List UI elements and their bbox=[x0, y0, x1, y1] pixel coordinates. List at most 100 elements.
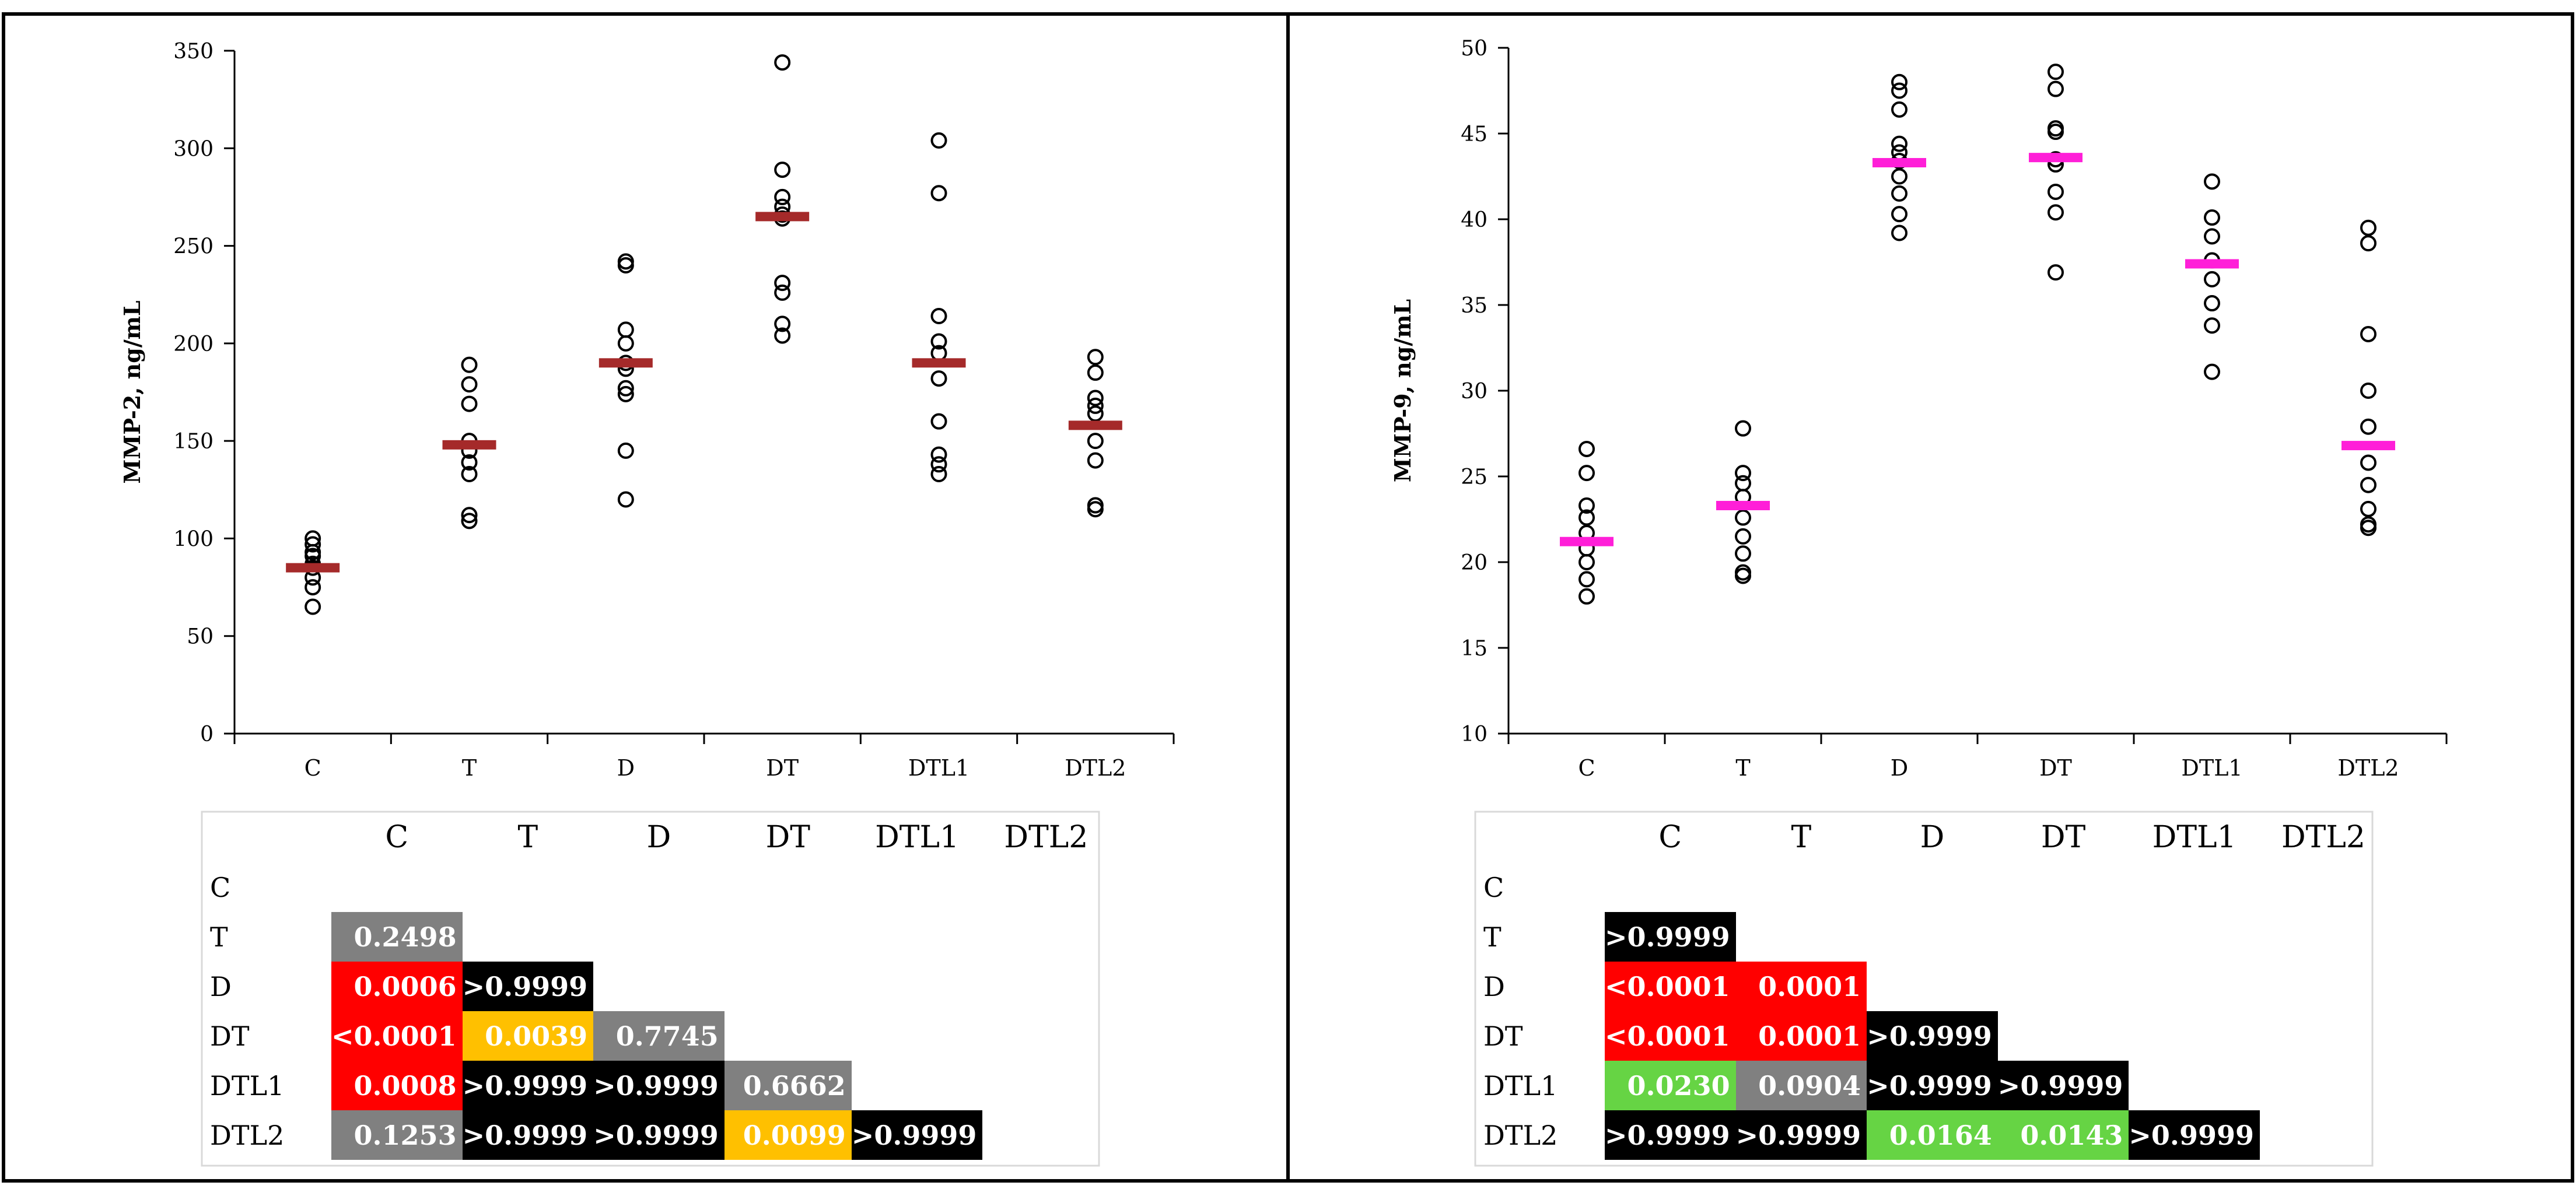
pvalue-col-header: DTL2 bbox=[1004, 819, 1088, 855]
pvalue-col-header: T bbox=[1791, 819, 1812, 855]
mmp2-y-tick-label: 300 bbox=[173, 137, 214, 161]
mmp2-point-dtl1 bbox=[930, 308, 947, 325]
mmp2-mean-bar-dtl2 bbox=[1068, 420, 1122, 430]
mmp9-point-dt bbox=[2048, 264, 2064, 281]
mmp9-mean-bar-dtl1 bbox=[2185, 259, 2239, 269]
pvalue-row-label: D bbox=[1483, 970, 1505, 1002]
mmp9-point-dtl1 bbox=[2204, 317, 2220, 334]
pvalue-cell: >0.9999 bbox=[462, 1110, 594, 1160]
mmp2-mean-bar-t bbox=[442, 440, 496, 450]
mmp2-point-dtl2 bbox=[1087, 501, 1104, 518]
mmp2-point-d bbox=[617, 380, 634, 397]
pvalue-cell: <0.0001 bbox=[1605, 962, 1736, 1011]
pvalue-empty-cell bbox=[1998, 962, 2129, 1011]
mmp2-point-d bbox=[617, 257, 634, 274]
mmp9-point-c bbox=[1578, 440, 1595, 457]
mmp2-y-tick-label: 250 bbox=[173, 235, 214, 259]
mmp9-y-tick-label: 15 bbox=[1461, 637, 1488, 661]
mmp2-point-dtl1 bbox=[930, 413, 947, 430]
mmp2-y-tick-label: 100 bbox=[173, 527, 214, 551]
pvalue-cell: >0.9999 bbox=[2129, 1110, 2260, 1160]
pvalue-cell: >0.9999 bbox=[1735, 1110, 1867, 1160]
mmp9-point-c bbox=[1578, 497, 1595, 514]
mmp2-point-dtl2 bbox=[1087, 390, 1104, 406]
mmp9-point-dtl1 bbox=[2204, 228, 2220, 245]
pvalue-cell: 0.0143 bbox=[1997, 1110, 2129, 1160]
mmp9-point-dtl1 bbox=[2204, 271, 2220, 287]
pvalue-empty-cell bbox=[1998, 912, 2129, 962]
pvalue-cell: >0.9999 bbox=[1997, 1061, 2129, 1110]
mmp2-point-t bbox=[461, 466, 478, 483]
pvalue-empty-cell bbox=[2129, 1011, 2260, 1061]
pvalue-col-header: DTL2 bbox=[2281, 819, 2365, 855]
mmp2-mean-bar-dtl1 bbox=[912, 358, 966, 368]
mmp9-point-d bbox=[1891, 101, 1908, 118]
mmp2-point-d bbox=[617, 491, 634, 508]
mmp9-x-label-dtl2: DTL2 bbox=[2337, 755, 2399, 781]
mmp2-point-dt bbox=[774, 284, 791, 301]
pvalue-empty-cell bbox=[2260, 912, 2387, 962]
mmp9-point-d bbox=[1891, 82, 1908, 99]
mmp9-point-dtl2 bbox=[2360, 500, 2376, 517]
mmp9-point-dtl2 bbox=[2360, 325, 2376, 342]
pvalue-row: DTL1 0.0008 >0.9999 >0.9999 0.6662 bbox=[204, 1061, 1110, 1110]
pvalue-empty-cell bbox=[2260, 862, 2387, 912]
pvalue-empty-cell bbox=[463, 912, 594, 962]
pvalue-col-header: T bbox=[517, 819, 538, 855]
pvalue-row: T 0.2498 bbox=[204, 912, 1110, 962]
mmp2-point-dtl2 bbox=[1087, 405, 1104, 422]
mmp2-x-label-dtl2: DTL2 bbox=[1065, 755, 1126, 781]
pvalue-row-label: DT bbox=[1483, 1020, 1523, 1052]
mmp9-point-t bbox=[1735, 528, 1751, 545]
mmp9-point-d bbox=[1891, 168, 1908, 185]
pvalue-row-label: C bbox=[210, 871, 231, 903]
pvalue-row: D 0.0006 >0.9999 bbox=[204, 962, 1110, 1011]
mmp9-y-tick-label: 25 bbox=[1461, 465, 1488, 489]
mmp9-y-tick-label: 30 bbox=[1461, 380, 1488, 404]
mmp2-point-c bbox=[304, 548, 321, 564]
mmp2-point-t bbox=[461, 513, 478, 529]
mmp9-point-d bbox=[1891, 225, 1908, 241]
pvalue-empty-cell bbox=[982, 1110, 1110, 1160]
mmp9-point-dtl1 bbox=[2204, 295, 2220, 312]
pvalue-row-label: T bbox=[1483, 921, 1502, 953]
pvalue-empty-cell bbox=[982, 1011, 1110, 1061]
mmp2-mean-bar-c bbox=[286, 563, 340, 573]
mmp9-point-dt bbox=[2048, 183, 2064, 200]
mmp9-point-d bbox=[1891, 135, 1908, 152]
pvalue-row: DT <0.0001 0.0001 >0.9999 bbox=[1478, 1011, 2387, 1061]
mmp9-point-dtl2 bbox=[2360, 418, 2376, 435]
pvalue-cell: 0.6662 bbox=[724, 1061, 852, 1110]
pvalue-cell: >0.9999 bbox=[1605, 1110, 1736, 1160]
mmp2-point-dt bbox=[774, 315, 791, 332]
pvalue-empty-cell bbox=[1867, 962, 1998, 1011]
pvalue-row: DTL2 0.1253 >0.9999 >0.9999 0.0099 >0.9999 bbox=[204, 1110, 1110, 1160]
mmp2-y-tick-label: 200 bbox=[173, 332, 214, 356]
pvalue-empty-cell bbox=[593, 862, 724, 912]
mmp2-x-label-t: T bbox=[462, 755, 477, 781]
mmp9-y-axis-title: MMP-9, ng/mL bbox=[1390, 299, 1416, 482]
mmp2-point-c bbox=[304, 598, 321, 615]
pvalue-row-label: DTL2 bbox=[1483, 1119, 1558, 1151]
pvalue-cell: 0.0001 bbox=[1735, 1011, 1867, 1061]
pvalue-empty-cell bbox=[982, 962, 1110, 1011]
pvalue-row-label: DTL1 bbox=[1483, 1069, 1558, 1102]
pvalue-col-header: D bbox=[646, 819, 671, 855]
mmp9-x-label-t: T bbox=[1735, 755, 1750, 781]
pvalue-cell: 0.0230 bbox=[1605, 1061, 1736, 1110]
mmp9-point-dtl1 bbox=[2204, 363, 2220, 380]
pvalue-col-header: C bbox=[1658, 819, 1682, 855]
mmp2-point-dtl1 bbox=[930, 370, 947, 387]
pvalue-cell: >0.9999 bbox=[1867, 1061, 1998, 1110]
mmp2-point-dtl1 bbox=[930, 446, 947, 463]
mmp9-y-tick-label: 20 bbox=[1461, 551, 1488, 575]
mmp2-point-dtl1 bbox=[930, 132, 947, 149]
left-pvalue-table: C T D DT DTL1 DTL2 C T 0.2498 D 0.0006 >0.9999 DT <0.… bbox=[204, 812, 1110, 1160]
pvalue-row: D <0.0001 0.0001 bbox=[1478, 962, 2387, 1011]
mmp2-x-label-dtl1: DTL1 bbox=[908, 755, 970, 781]
pvalue-corner bbox=[1478, 812, 1605, 862]
pvalue-row: C bbox=[1478, 862, 2387, 912]
pvalue-empty-cell bbox=[1867, 862, 1998, 912]
pvalue-cell: 0.2498 bbox=[331, 912, 463, 962]
